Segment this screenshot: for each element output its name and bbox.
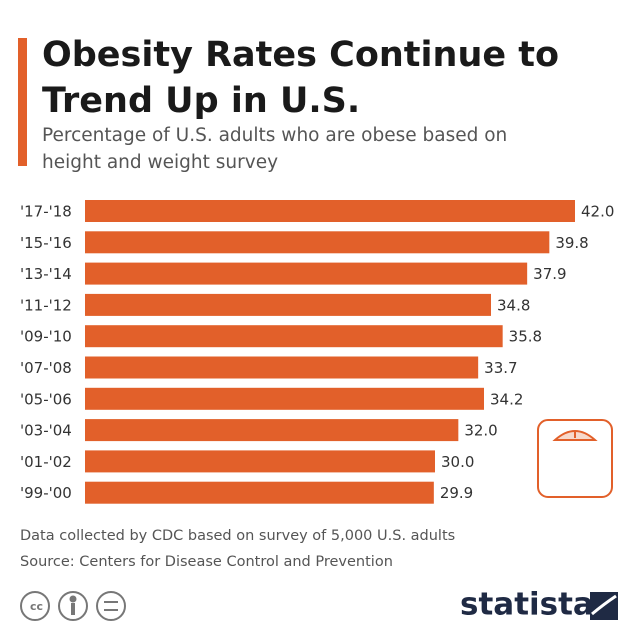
category-label: '13-'14 [20, 265, 72, 283]
category-label: '17-'18 [20, 203, 72, 221]
value-label: 34.8 [497, 296, 530, 314]
cc-glyph: cc [30, 600, 43, 613]
value-label: 30.0 [441, 453, 474, 471]
note: Data collected by CDC based on survey of… [20, 528, 456, 544]
scale-icon [537, 419, 613, 498]
category-label: '09-'10 [20, 328, 72, 346]
value-label: 42.0 [581, 203, 614, 221]
category-label: '03-'04 [20, 422, 72, 440]
value-label: 37.9 [533, 265, 566, 283]
brand-logo-wave [591, 594, 617, 616]
bar [85, 200, 575, 222]
bar [85, 481, 434, 504]
bar [85, 387, 484, 410]
category-label: '15-'16 [20, 234, 72, 252]
category-label: '07-'08 [20, 359, 72, 377]
value-label: 32.0 [464, 422, 497, 440]
value-label: 34.2 [490, 390, 523, 408]
value-label: 35.8 [509, 328, 542, 346]
category-label: '99-'00 [20, 484, 72, 502]
license-icons [20, 591, 126, 621]
value-label: 33.7 [484, 359, 517, 377]
bar [85, 325, 503, 348]
source: Source: Centers for Disease Control and … [20, 554, 393, 570]
chart-title: Obesity Rates Continue to Trend Up in U.… [42, 35, 560, 121]
bar [85, 262, 528, 285]
chart-subtitle: Percentage of U.S. adults who are obese … [42, 125, 508, 173]
bar [85, 450, 435, 473]
bar [85, 293, 491, 316]
accent-bar [18, 38, 27, 166]
bar [85, 419, 459, 442]
category-label: '05-'06 [20, 390, 72, 408]
value-label: 39.8 [555, 234, 588, 252]
bar [85, 356, 479, 379]
category-label: '01-'02 [20, 453, 72, 471]
category-label: '11-'12 [20, 296, 72, 314]
bar [85, 231, 550, 254]
brand: statista [460, 587, 594, 623]
value-label: 29.9 [440, 484, 473, 502]
